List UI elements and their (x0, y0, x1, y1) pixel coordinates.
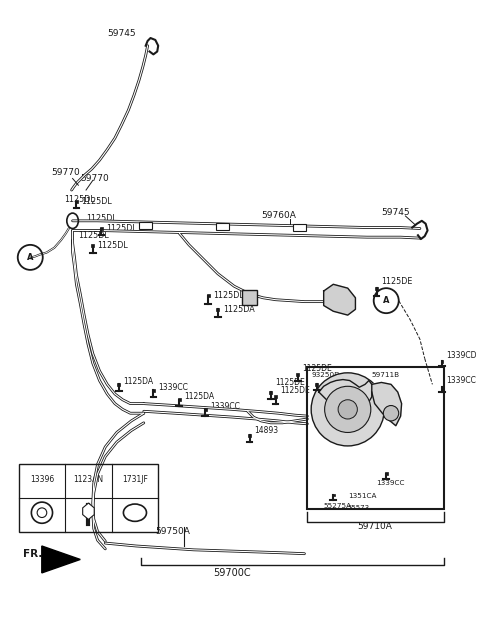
Bar (296, 373, 299, 376)
Text: 1339CC: 1339CC (210, 402, 240, 411)
Text: 1351CA: 1351CA (348, 493, 376, 499)
Text: 59710A: 59710A (357, 522, 392, 531)
Bar (315, 383, 318, 386)
Text: 59770: 59770 (51, 168, 80, 177)
Text: 1125DE: 1125DE (302, 363, 332, 373)
Bar (216, 223, 229, 231)
Text: 1125DL: 1125DL (86, 215, 117, 224)
Bar (332, 493, 335, 497)
Text: 14893: 14893 (254, 426, 278, 435)
Bar (269, 391, 272, 394)
Bar (178, 398, 181, 401)
Text: 1125DL: 1125DL (64, 195, 95, 204)
Bar (274, 396, 277, 398)
Bar (307, 367, 444, 509)
Text: 1125DA: 1125DA (123, 377, 154, 386)
Bar (139, 222, 153, 229)
Bar (117, 383, 120, 386)
Polygon shape (42, 546, 80, 573)
Text: 59745: 59745 (107, 29, 136, 37)
Text: A: A (27, 253, 34, 262)
Text: 59745: 59745 (382, 208, 410, 217)
Bar (441, 360, 444, 363)
Text: 1125DL: 1125DL (81, 197, 112, 206)
Bar (385, 472, 388, 475)
Polygon shape (372, 382, 402, 425)
Circle shape (324, 386, 371, 432)
Text: 93250D: 93250D (311, 371, 340, 378)
Text: 13396: 13396 (30, 475, 54, 485)
Bar (293, 224, 306, 231)
Bar (248, 434, 251, 437)
Text: 59770: 59770 (80, 174, 109, 183)
Text: 1125DL: 1125DL (106, 224, 137, 233)
Text: 1125DL: 1125DL (213, 291, 244, 300)
Text: 1731JF: 1731JF (122, 475, 148, 485)
Text: 59711B: 59711B (372, 371, 400, 378)
Text: 1125DE: 1125DE (276, 378, 305, 387)
Text: 55573: 55573 (348, 504, 370, 511)
Circle shape (311, 373, 384, 446)
Text: 59750A: 59750A (155, 527, 190, 536)
Bar (441, 386, 444, 389)
Text: 1123AN: 1123AN (73, 475, 104, 485)
Polygon shape (319, 380, 372, 408)
Circle shape (338, 400, 357, 419)
Polygon shape (324, 284, 355, 315)
Bar (152, 389, 155, 392)
Circle shape (37, 508, 47, 518)
Text: 1339CC: 1339CC (377, 481, 405, 486)
Text: 59700C: 59700C (214, 568, 251, 578)
Text: 1125DE: 1125DE (382, 277, 413, 286)
Polygon shape (83, 503, 94, 519)
Text: 1339CC: 1339CC (446, 376, 476, 385)
Bar (242, 290, 257, 305)
Text: 1339CC: 1339CC (158, 383, 188, 392)
Text: 1125DL: 1125DL (97, 241, 128, 250)
Bar (207, 295, 210, 297)
Bar (19, 464, 158, 531)
Text: 59760A: 59760A (261, 211, 296, 220)
Bar (204, 408, 207, 411)
Bar (375, 287, 378, 290)
Text: 1125DA: 1125DA (223, 305, 254, 314)
Text: 1125DL: 1125DL (78, 231, 109, 240)
Bar (91, 244, 94, 247)
Text: 1125DE: 1125DE (280, 385, 310, 394)
Text: A: A (383, 296, 389, 305)
Circle shape (31, 502, 52, 523)
Text: 55275A: 55275A (324, 502, 352, 509)
Text: 1339CD: 1339CD (446, 351, 476, 360)
Bar (216, 308, 219, 311)
Bar (100, 227, 103, 230)
Text: FR.: FR. (23, 549, 42, 559)
Circle shape (384, 406, 399, 421)
Text: 1125DA: 1125DA (184, 392, 214, 401)
Bar (75, 200, 78, 203)
